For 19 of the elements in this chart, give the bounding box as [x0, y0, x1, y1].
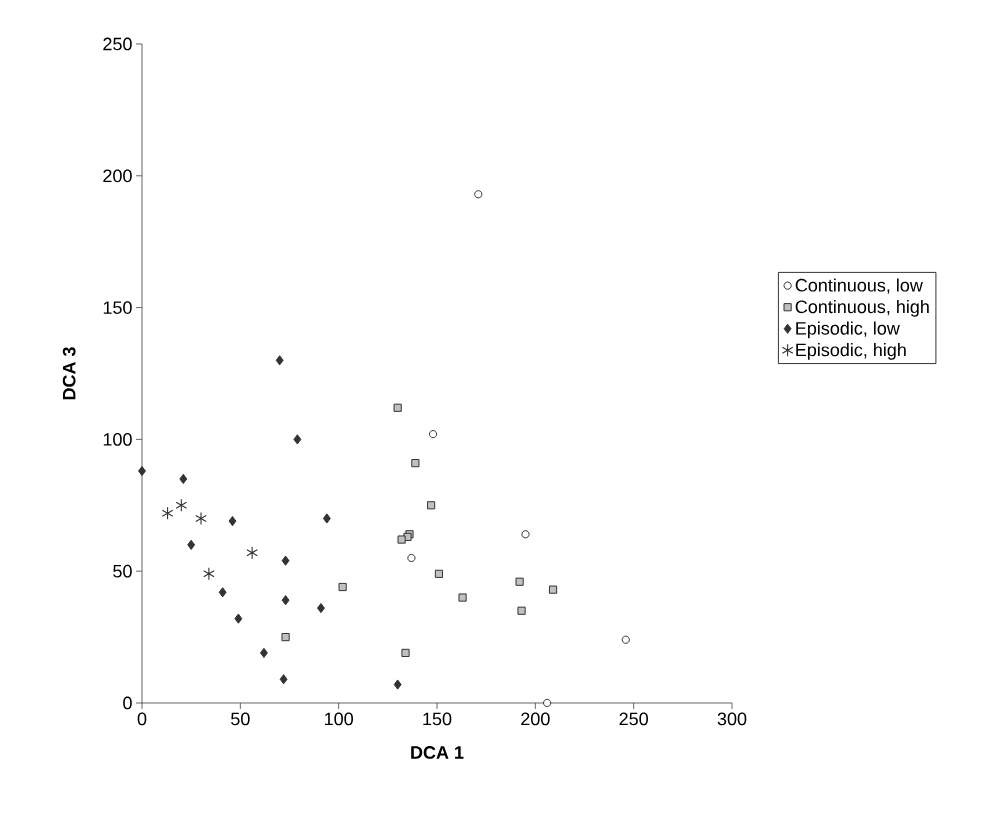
legend-label: Episodic, low — [796, 321, 900, 339]
y-tick-label: 150 — [103, 301, 132, 314]
x-tick-label: 100 — [325, 712, 353, 726]
x-tick-label: 50 — [231, 712, 250, 726]
x-tick-label: 300 — [717, 712, 747, 726]
y-tick-label: 250 — [103, 37, 132, 51]
y-tick-label: 100 — [103, 433, 132, 446]
x-tick-label: 150 — [423, 712, 452, 726]
y-tick-label: 200 — [103, 169, 132, 183]
legend-label: Continuous, low — [795, 278, 923, 294]
x-tick-label: 0 — [137, 712, 147, 726]
x-axis-title: DCA 1 — [411, 746, 464, 759]
legend-label: Continuous, high — [795, 299, 929, 317]
y-tick-label: 50 — [113, 564, 132, 578]
y-axis-title: DCA 3 — [62, 347, 76, 400]
x-tick-label: 200 — [521, 712, 550, 726]
x-tick-label: 250 — [619, 712, 648, 726]
legend-label: Episodic, high — [796, 343, 906, 360]
y-tick-label: 0 — [123, 696, 132, 710]
